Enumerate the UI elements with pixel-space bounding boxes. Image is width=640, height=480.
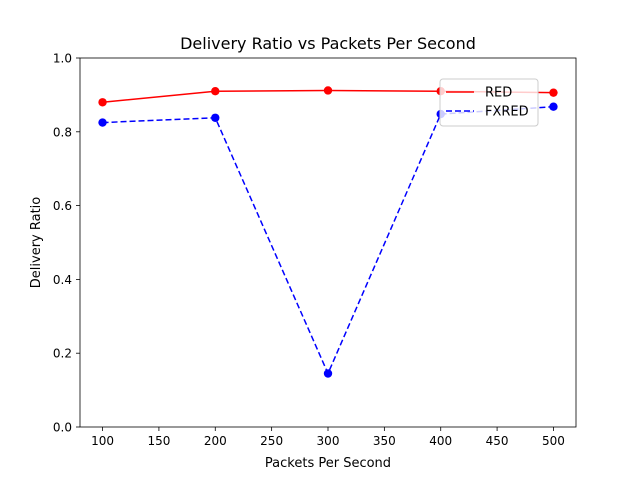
x-tick-label: 400 xyxy=(429,434,452,448)
legend-box xyxy=(439,78,539,127)
x-tick-label: 200 xyxy=(204,434,227,448)
data-point-red xyxy=(323,86,333,95)
y-tick-label: 0.8 xyxy=(53,125,72,139)
legend-label-red: RED xyxy=(485,86,512,101)
chart-title: Delivery Ratio vs Packets Per Second xyxy=(180,34,476,53)
y-axis-ticks: 0.0 0.2 0.4 0.6 0.8 1.0 xyxy=(53,52,80,435)
y-tick-label: 1.0 xyxy=(53,52,72,66)
data-point-red xyxy=(98,98,107,107)
y-tick-label: 0.2 xyxy=(53,347,72,361)
y-tick-label: 0.6 xyxy=(53,199,72,213)
legend: RED FXRED xyxy=(439,78,539,127)
data-point-fxred xyxy=(98,118,107,127)
y-tick-label: 0.4 xyxy=(53,273,72,287)
data-point-fxred xyxy=(323,369,333,378)
x-tick-label: 100 xyxy=(91,434,114,448)
y-axis-label: Delivery Ratio xyxy=(29,197,44,289)
x-tick-label: 250 xyxy=(260,434,283,448)
data-point-red xyxy=(549,88,558,97)
x-axis-label: Packets Per Second xyxy=(265,456,391,471)
x-tick-label: 300 xyxy=(317,434,340,448)
legend-label-fxred: FXRED xyxy=(485,105,529,120)
x-tick-label: 450 xyxy=(486,434,509,448)
data-point-fxred xyxy=(211,113,220,122)
y-tick-label: 0.0 xyxy=(53,421,72,435)
x-tick-label: 150 xyxy=(147,434,170,448)
data-point-fxred xyxy=(549,102,558,111)
x-tick-label: 500 xyxy=(542,434,565,448)
x-tick-label: 350 xyxy=(373,434,396,448)
data-point-red xyxy=(211,87,220,96)
x-axis-ticks: 100 150 200 250 300 350 400 450 500 xyxy=(91,427,565,448)
